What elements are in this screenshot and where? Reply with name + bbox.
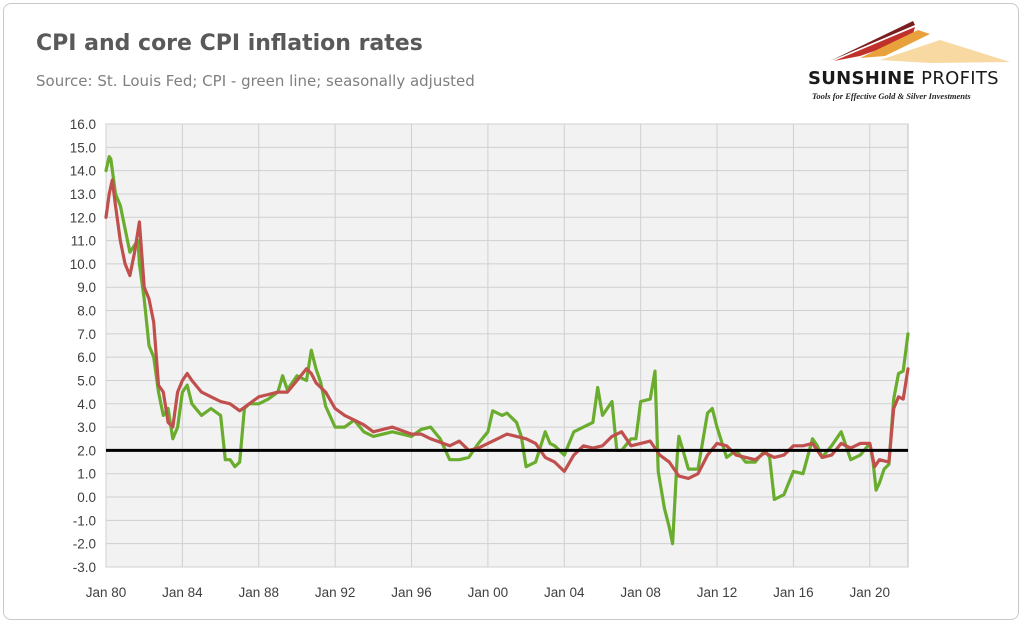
x-tick-label: Jan 92 bbox=[315, 585, 356, 600]
y-tick-label: 15.0 bbox=[70, 140, 96, 155]
y-tick-label: 7.0 bbox=[77, 327, 96, 342]
y-tick-label: 4.0 bbox=[77, 397, 96, 412]
y-tick-label: 12.0 bbox=[70, 210, 96, 225]
x-tick-label: Jan 12 bbox=[697, 585, 738, 600]
y-tick-label: 16.0 bbox=[70, 117, 96, 132]
y-tick-label: 1.0 bbox=[77, 467, 96, 482]
y-tick-label: 9.0 bbox=[77, 280, 96, 295]
y-tick-label: 0.0 bbox=[77, 490, 96, 505]
plot-area bbox=[105, 123, 909, 568]
y-tick-label: -3.0 bbox=[73, 560, 96, 575]
page-title: CPI and core CPI inflation rates bbox=[36, 31, 423, 56]
x-tick-label: Jan 16 bbox=[773, 585, 814, 600]
y-tick-label: 5.0 bbox=[77, 373, 96, 388]
x-axis-tick-labels: Jan 80 Jan 84 Jan 88 Jan 92 Jan 96 Jan 00 Jan … bbox=[86, 585, 890, 600]
series-lines bbox=[104, 155, 910, 546]
x-tick-label: Jan 04 bbox=[544, 585, 585, 600]
cpi-series-line bbox=[104, 155, 910, 546]
core-cpi-series-line bbox=[104, 178, 910, 480]
x-tick-label: Jan 88 bbox=[238, 585, 279, 600]
y-tick-label: 2.0 bbox=[77, 443, 96, 458]
y-tick-label: 10.0 bbox=[70, 257, 96, 272]
y-tick-label: 13.0 bbox=[70, 187, 96, 202]
gridlines bbox=[105, 123, 908, 568]
y-tick-label: 3.0 bbox=[77, 420, 96, 435]
x-tick-label: Jan 00 bbox=[468, 585, 509, 600]
y-tick-label: 8.0 bbox=[77, 304, 96, 319]
x-tick-label: Jan 84 bbox=[162, 585, 203, 600]
y-tick-label: 14.0 bbox=[70, 164, 96, 179]
page-subtitle: Source: St. Louis Fed; CPI - green line;… bbox=[36, 72, 475, 90]
y-tick-label: -1.0 bbox=[73, 513, 96, 528]
logo-brand-text: SUNSHINE PROFITS bbox=[808, 68, 999, 89]
y-tick-label: -2.0 bbox=[73, 537, 96, 552]
x-tick-label: Jan 80 bbox=[86, 585, 127, 600]
sunrays-logo-icon bbox=[830, 21, 1010, 63]
x-tick-label: Jan 08 bbox=[620, 585, 661, 600]
y-tick-label: 6.0 bbox=[77, 350, 96, 365]
y-axis-tick-labels: 16.0 15.0 14.0 13.0 12.0 11.0 10.0 9.0 8.0 7.0 6.0… bbox=[70, 117, 96, 575]
y-tick-label: 11.0 bbox=[71, 234, 96, 249]
x-tick-label: Jan 96 bbox=[391, 585, 432, 600]
logo-tagline: Tools for Effective Gold & Silver Invest… bbox=[812, 91, 971, 101]
sunshine-profits-logo: SUNSHINE PROFITS Tools for Effective Gol… bbox=[780, 16, 1010, 106]
x-tick-label: Jan 20 bbox=[850, 585, 891, 600]
